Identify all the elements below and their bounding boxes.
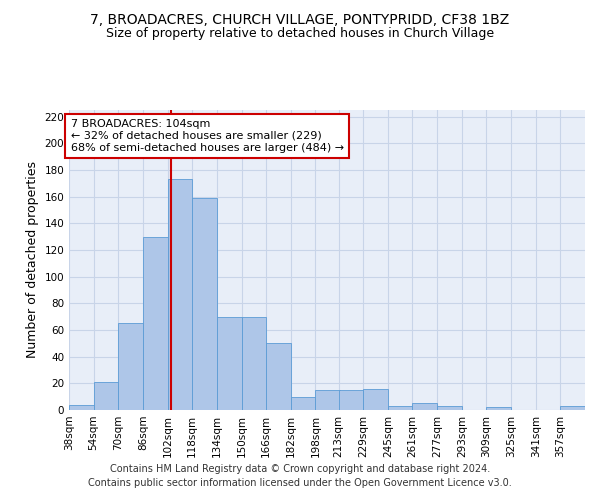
- Bar: [217, 316, 242, 410]
- Bar: [412, 404, 437, 410]
- Bar: [242, 316, 266, 410]
- Text: Contains HM Land Registry data © Crown copyright and database right 2024.
Contai: Contains HM Land Registry data © Crown c…: [88, 464, 512, 487]
- Bar: [338, 390, 363, 410]
- Bar: [560, 406, 585, 410]
- Bar: [437, 406, 462, 410]
- Bar: [192, 198, 217, 410]
- Text: Size of property relative to detached houses in Church Village: Size of property relative to detached ho…: [106, 28, 494, 40]
- Y-axis label: Number of detached properties: Number of detached properties: [26, 162, 39, 358]
- Bar: [291, 396, 316, 410]
- Text: 7, BROADACRES, CHURCH VILLAGE, PONTYPRIDD, CF38 1BZ: 7, BROADACRES, CHURCH VILLAGE, PONTYPRID…: [91, 12, 509, 26]
- Bar: [118, 324, 143, 410]
- Bar: [94, 382, 118, 410]
- Bar: [316, 390, 340, 410]
- Bar: [143, 236, 167, 410]
- Bar: [388, 406, 412, 410]
- Bar: [167, 180, 192, 410]
- Bar: [266, 344, 291, 410]
- Text: 7 BROADACRES: 104sqm
← 32% of detached houses are smaller (229)
68% of semi-deta: 7 BROADACRES: 104sqm ← 32% of detached h…: [71, 120, 344, 152]
- Bar: [487, 408, 511, 410]
- Bar: [363, 388, 388, 410]
- Bar: [69, 404, 94, 410]
